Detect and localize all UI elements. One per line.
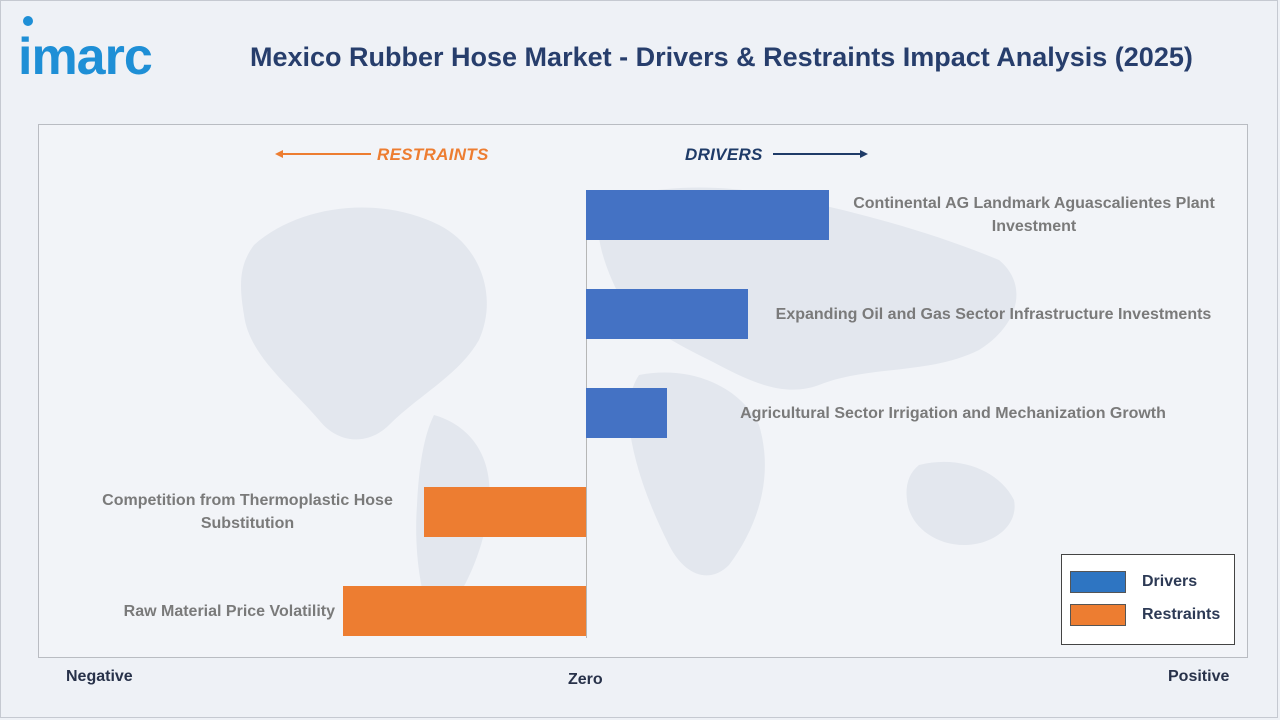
chart-panel: RESTRAINTS DRIVERS Continental AG Landma…: [38, 124, 1248, 658]
legend-label-drivers: Drivers: [1142, 573, 1198, 590]
driver-bar-2: [586, 289, 748, 339]
legend-item-drivers: Drivers: [1070, 571, 1230, 595]
legend-label-restraints: Restraints: [1142, 606, 1221, 623]
axis-label-positive: Positive: [1168, 668, 1230, 685]
legend-swatch-drivers: [1070, 571, 1126, 593]
driver-bar-3: [586, 388, 667, 438]
imarc-logo: imarc: [18, 16, 153, 86]
driver-label-1: Continental AG Landmark Aguascalientes P…: [853, 195, 1215, 235]
svg-text:imarc: imarc: [18, 28, 152, 86]
restraint-label-4: Competition from Thermoplastic Hose Subs…: [102, 492, 393, 532]
legend-item-restraints: Restraints: [1070, 604, 1230, 628]
plot-area: Continental AG Landmark Aguascalientes P…: [39, 125, 1247, 657]
restraint-bar-4: [424, 487, 586, 537]
restraints-header: RESTRAINTS: [377, 145, 489, 164]
axis-label-negative: Negative: [66, 668, 133, 685]
axis-label-zero: Zero: [568, 671, 603, 688]
driver-label-2: Expanding Oil and Gas Sector Infrastruct…: [775, 305, 1212, 323]
restraint-bar-5: [343, 586, 586, 636]
restraint-label-5: Raw Material Price Volatility: [123, 602, 335, 620]
page-title: Mexico Rubber Hose Market - Drivers & Re…: [250, 42, 1193, 72]
legend-swatch-restraints: [1070, 604, 1126, 626]
drivers-header: DRIVERS: [685, 145, 763, 164]
right-arrow-icon: [773, 150, 868, 158]
driver-label-3: Agricultural Sector Irrigation and Mecha…: [740, 404, 1166, 422]
left-arrow-icon: [275, 150, 371, 158]
chart-legend: Drivers Restraints: [1061, 554, 1235, 645]
driver-bar-1: [586, 190, 829, 240]
